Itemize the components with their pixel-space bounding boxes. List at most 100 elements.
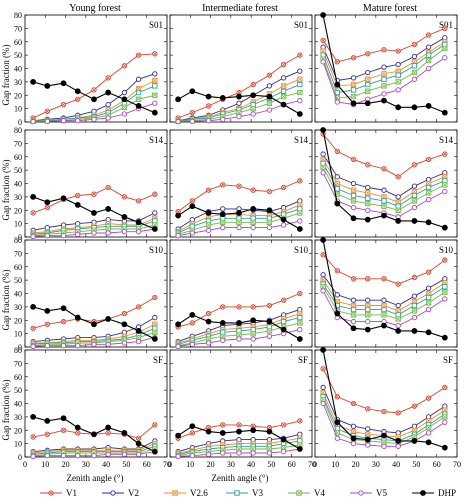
data-point — [334, 200, 341, 207]
y-tick-label: 80 — [14, 11, 22, 20]
data-point — [334, 435, 340, 441]
marker-dot — [266, 428, 273, 435]
data-point — [135, 96, 142, 102]
marker-square — [234, 490, 240, 496]
data-point — [381, 71, 387, 77]
data-point — [250, 304, 256, 310]
data-point — [297, 218, 303, 224]
data-point — [350, 192, 357, 199]
data-point — [364, 326, 371, 333]
data-point — [74, 88, 81, 95]
marker-dot — [151, 109, 158, 116]
data-point — [266, 450, 273, 456]
data-point — [320, 366, 326, 372]
series-v1 — [320, 131, 448, 180]
data-point — [411, 183, 418, 189]
marker-cross — [396, 80, 400, 84]
marker-circle — [75, 231, 81, 237]
data-point — [236, 422, 242, 428]
data-point — [152, 92, 158, 98]
data-point — [105, 341, 111, 347]
marker-dot — [350, 215, 357, 222]
marker-circle — [350, 423, 357, 429]
marker-dot — [280, 216, 287, 223]
marker-cross — [153, 52, 157, 56]
data-point — [74, 202, 81, 208]
marker-circle — [44, 453, 50, 459]
marker-cross — [382, 72, 386, 76]
marker-dot — [30, 78, 37, 85]
data-point — [442, 384, 448, 391]
data-point — [320, 12, 327, 18]
marker-cross — [365, 303, 370, 308]
panel-mature-forest-sf: 0 10 20 30 40 50 60 70 SF — [313, 347, 461, 469]
row-label: S01 — [294, 20, 308, 30]
data-point — [365, 406, 371, 412]
series-v2 — [320, 384, 448, 436]
data-point — [189, 203, 196, 210]
data-point — [189, 198, 195, 204]
marker-circle — [266, 224, 273, 231]
data-point — [74, 424, 81, 431]
marker-cross — [153, 330, 157, 335]
data-point — [350, 75, 357, 81]
data-point — [105, 101, 111, 108]
data-point — [334, 186, 340, 192]
legend-item-dhp: DHP — [412, 488, 456, 498]
data-point — [60, 80, 67, 87]
marker-circle — [75, 453, 81, 459]
data-point — [135, 219, 142, 226]
marker-circle — [189, 230, 195, 236]
marker-cross — [321, 366, 325, 371]
data-point — [350, 306, 357, 313]
data-point — [411, 403, 418, 409]
data-point — [297, 89, 303, 96]
marker-cross — [31, 435, 35, 439]
marker-dot — [411, 218, 418, 224]
data-point — [30, 453, 36, 459]
data-point — [152, 294, 158, 301]
col-title-young: Young forest — [69, 3, 121, 14]
data-point — [266, 219, 273, 225]
marker-circle — [297, 97, 303, 104]
legend-label: V5 — [376, 488, 387, 498]
marker-cross — [281, 84, 286, 88]
marker-cross — [412, 428, 417, 433]
data-point — [425, 329, 432, 336]
marker-dot — [334, 200, 341, 207]
marker-cross — [443, 281, 447, 285]
data-point — [297, 314, 303, 321]
marker-dot — [105, 206, 112, 212]
data-point — [381, 322, 387, 329]
data-point — [205, 227, 212, 233]
data-point — [320, 288, 326, 294]
marker-dot — [60, 80, 67, 87]
data-point — [297, 326, 303, 333]
marker-cross — [382, 313, 386, 317]
data-point — [44, 204, 50, 211]
series-dhp — [30, 78, 158, 116]
data-point — [105, 184, 111, 191]
marker-cross — [396, 435, 400, 439]
marker-cross — [106, 76, 110, 80]
y-tick-label: 30 — [14, 193, 22, 202]
marker-circle — [365, 318, 371, 325]
marker-cross — [61, 319, 66, 324]
marker-cross — [251, 305, 255, 309]
marker-circle — [334, 292, 340, 298]
data-point — [297, 320, 303, 326]
marker-dot — [44, 199, 51, 206]
marker-circle — [381, 297, 387, 303]
data-point — [30, 343, 36, 349]
marker-cross — [237, 305, 241, 309]
marker-cross — [122, 195, 127, 199]
data-point — [350, 93, 357, 100]
marker-cross — [298, 291, 302, 296]
panel-intermediate-forest-s14: S14 — [169, 129, 313, 239]
data-point — [296, 111, 303, 117]
data-point — [121, 89, 128, 96]
data-point — [30, 325, 36, 331]
data-point — [121, 310, 128, 317]
x-axis-label: Zenith angle (°) — [211, 473, 268, 483]
data-point — [365, 190, 371, 196]
